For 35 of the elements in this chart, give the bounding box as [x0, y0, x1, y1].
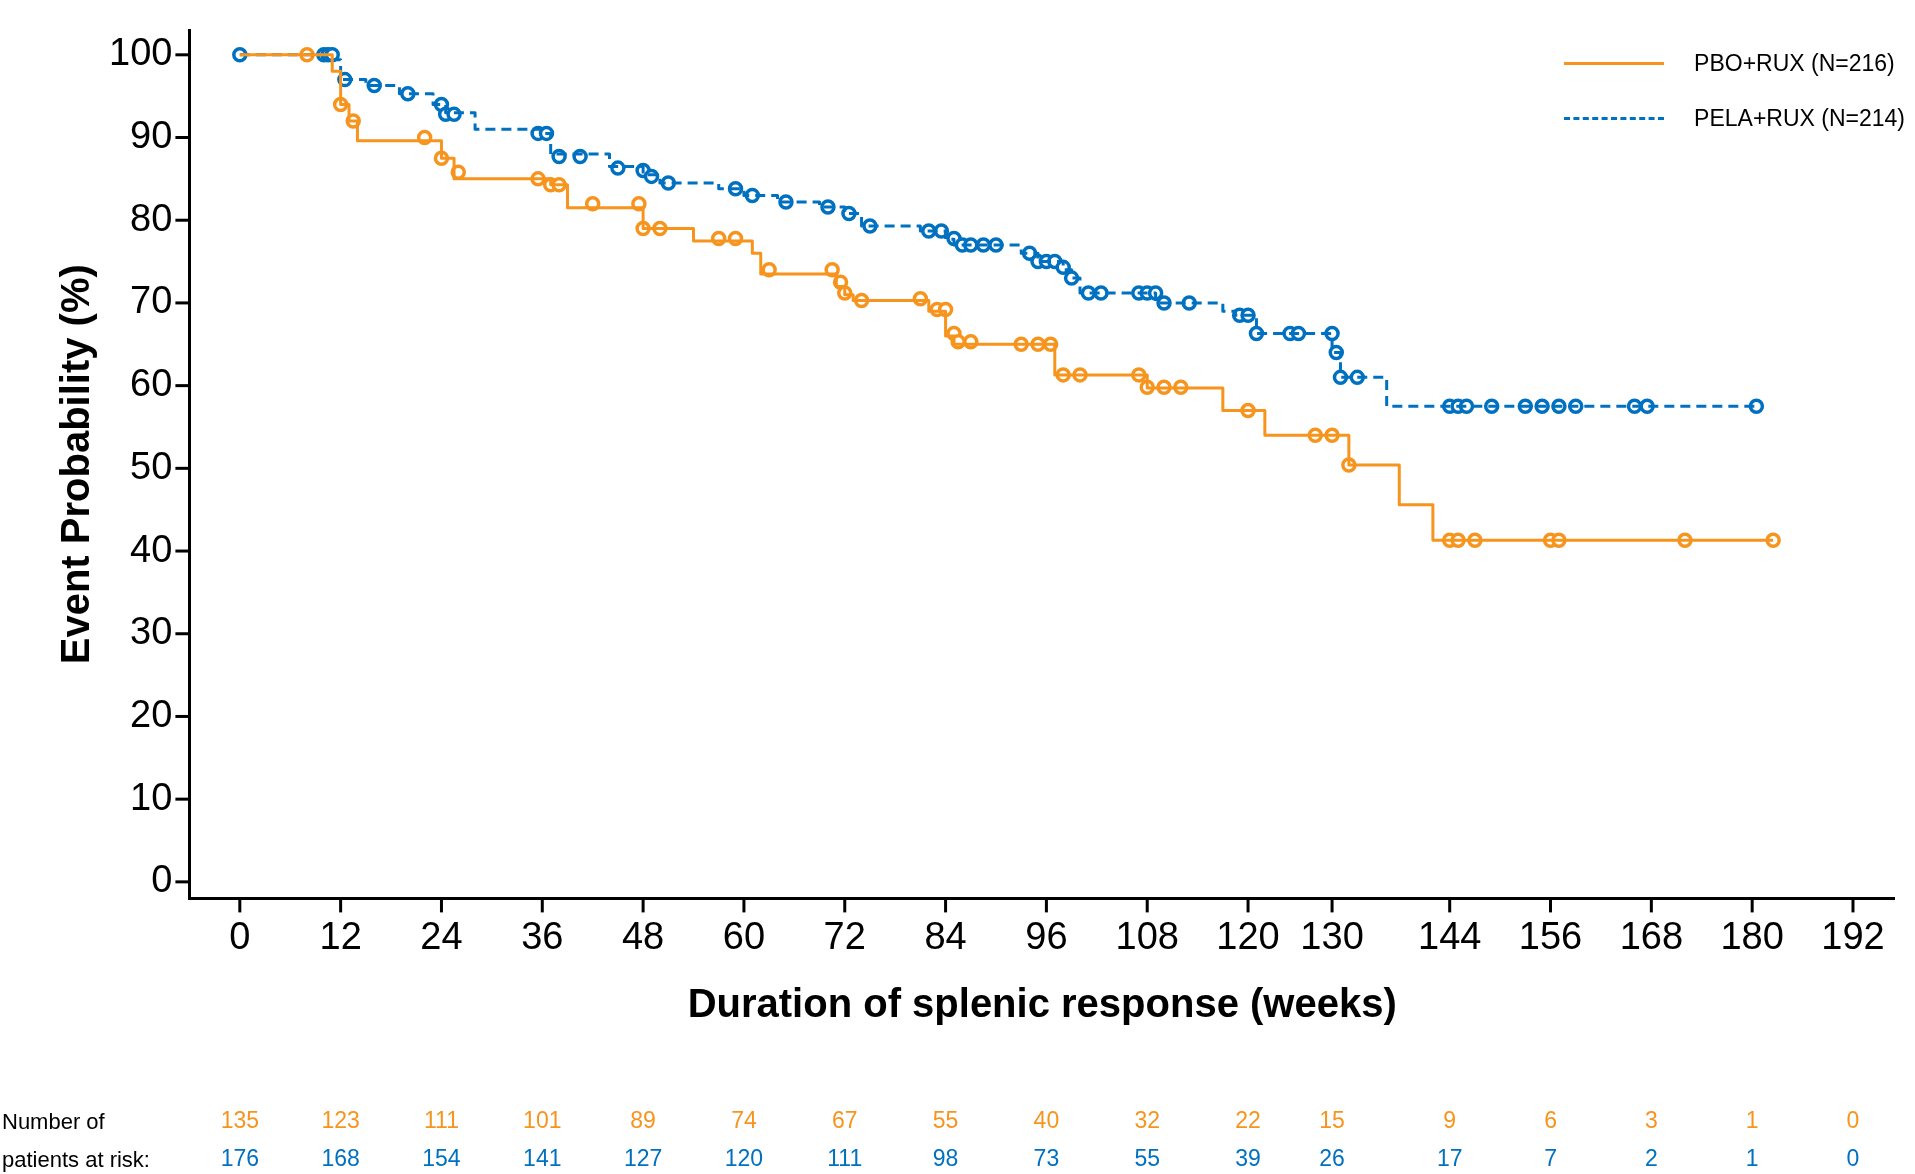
text: 135 123 111 101 89 74 67 55 40 32 22 15 9 6 3 1 0 [220, 1107, 1860, 1134]
x-tick-label: 48 [621, 914, 665, 957]
y-tick-label: 60 [130, 362, 173, 405]
y-tick-label: 50 [130, 444, 173, 487]
x-tick-label: 36 [521, 914, 564, 957]
x-tick-label: 60 [722, 914, 766, 957]
x-tick-label: 168 [1619, 914, 1684, 957]
x-tick-label: 0 [229, 914, 251, 957]
x-tick-label: 144 [1417, 914, 1482, 957]
y-tick-label: 0 [151, 858, 173, 901]
y-tick-label: 90 [130, 114, 173, 156]
y-tick-label: 100 [109, 31, 173, 74]
x-tick-label: 180 [1720, 914, 1784, 957]
x-tick-label: 120 [1216, 914, 1280, 957]
x-tick-label: 156 [1518, 914, 1583, 957]
y-tick-label: 80 [130, 196, 173, 239]
x-axis-title: Duration of splenic response (weeks) [687, 981, 1397, 1026]
x-tick-label: 72 [823, 914, 866, 957]
text: 176 168 154 141 127 120 111 98 73 55 39 26 17 7 2 1 0 [220, 1145, 1860, 1172]
x-tick-label: 130 [1300, 914, 1364, 957]
y-tick-label: 40 [130, 527, 173, 570]
x-tick-label: 108 [1115, 914, 1179, 957]
y-tick-label: 70 [130, 279, 173, 322]
legend-label: PELA+RUX (N=214) [1694, 105, 1905, 132]
x-tick-label: 192 [1821, 914, 1885, 957]
x-tick-label: 96 [1025, 914, 1068, 957]
x-tick-label: 24 [420, 914, 463, 957]
y-tick-label: 30 [130, 610, 173, 653]
x-tick-label: 84 [924, 914, 967, 957]
y-axis-title: Event Probability (%) [53, 264, 98, 665]
legend-label: PBO+RUX (N=216) [1694, 50, 1895, 77]
x-tick-label: 12 [319, 914, 362, 957]
text: Number of patients at risk: [2, 1108, 151, 1174]
y-tick-label: 10 [130, 775, 173, 818]
y-tick-label: 20 [130, 692, 173, 735]
